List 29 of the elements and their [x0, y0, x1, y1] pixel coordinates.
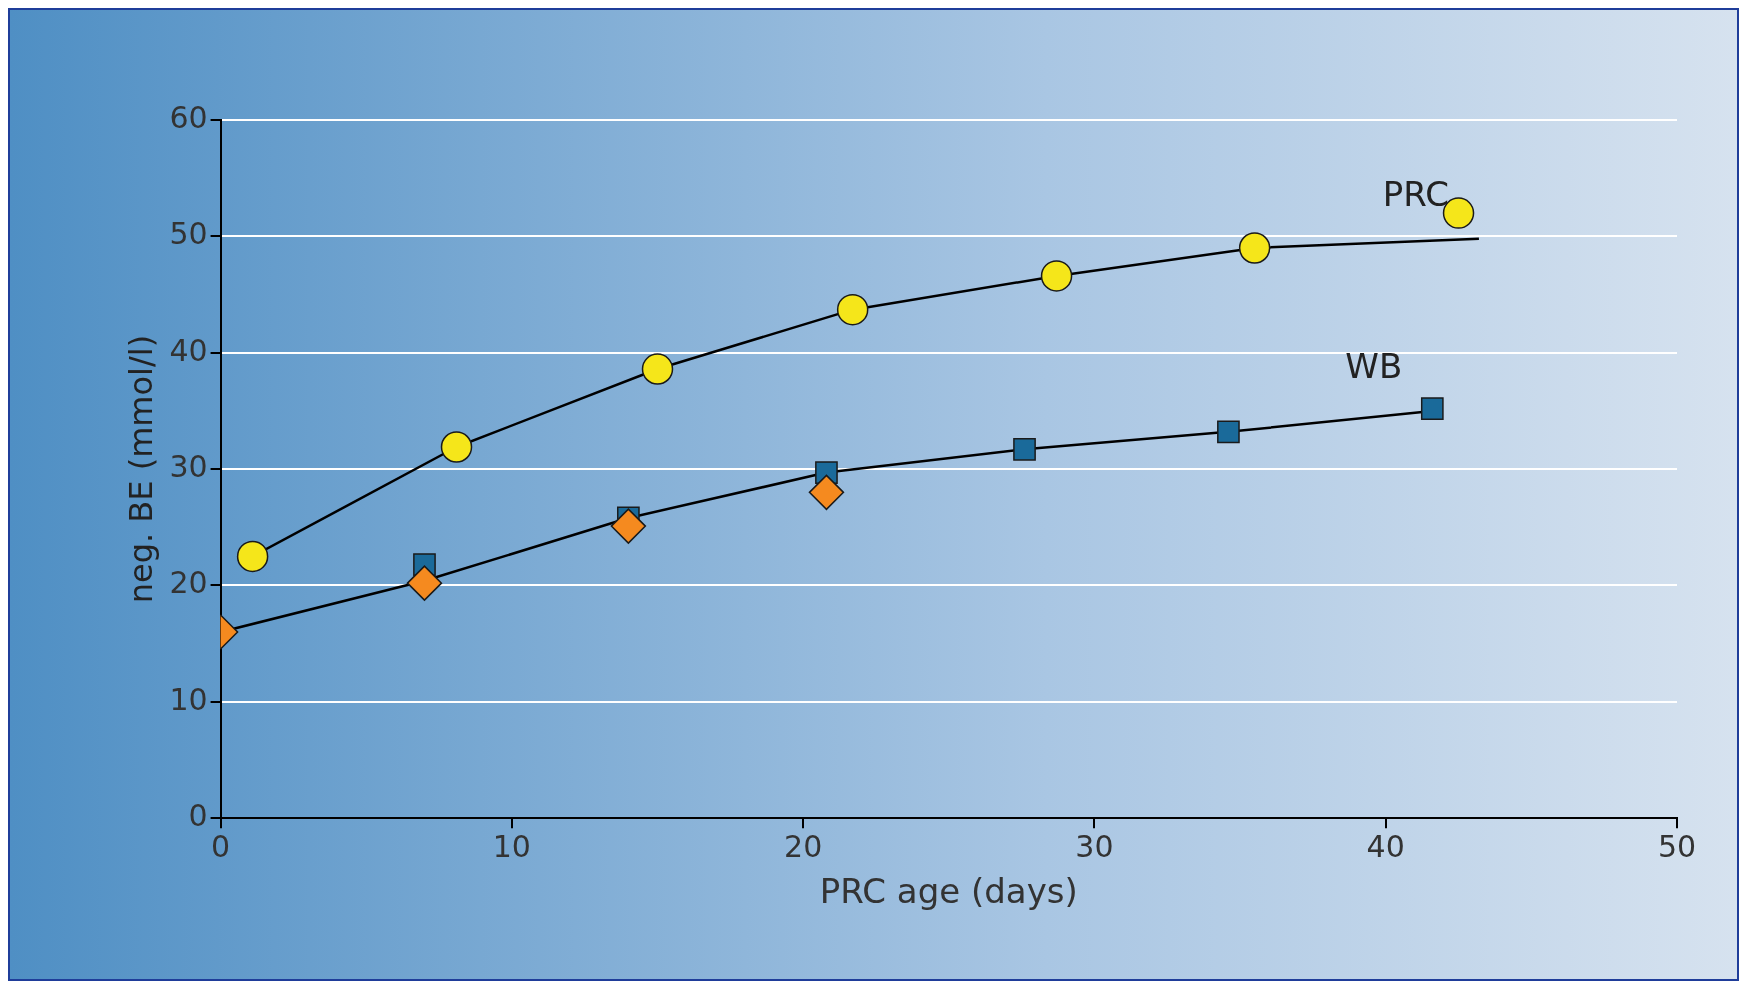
x-tick-label: 50 — [1657, 829, 1697, 864]
series-label: PRC — [1382, 173, 1449, 214]
point — [440, 431, 473, 463]
y-tick-label: 0 — [188, 798, 208, 833]
point — [236, 540, 269, 573]
point — [1217, 420, 1240, 444]
y-tick-label: 10 — [169, 681, 208, 717]
point — [1420, 397, 1444, 420]
point — [641, 353, 674, 385]
x-tick-label: 30 — [1075, 829, 1114, 864]
point — [1238, 232, 1271, 264]
y-tick-label: 30 — [169, 448, 208, 484]
y-axis-title: neg. BE (mmol/l) — [121, 334, 160, 604]
x-tick-label: 0 — [211, 829, 231, 864]
y-tick-label: 20 — [169, 565, 208, 601]
y-tick-label: 40 — [169, 332, 208, 368]
point — [610, 508, 647, 544]
point — [1013, 437, 1036, 461]
point — [808, 474, 845, 511]
x-tick-label: 10 — [492, 829, 531, 864]
series-label: WB — [1345, 345, 1403, 386]
x-axis-title: PRC age (days) — [819, 871, 1078, 912]
y-tick-label: 50 — [169, 216, 208, 252]
y-tick-label: 60 — [169, 99, 208, 135]
point — [836, 293, 869, 326]
point — [406, 565, 443, 601]
x-tick-label: 20 — [784, 829, 823, 864]
x-tick-label: 40 — [1366, 829, 1405, 864]
point — [1040, 260, 1073, 292]
